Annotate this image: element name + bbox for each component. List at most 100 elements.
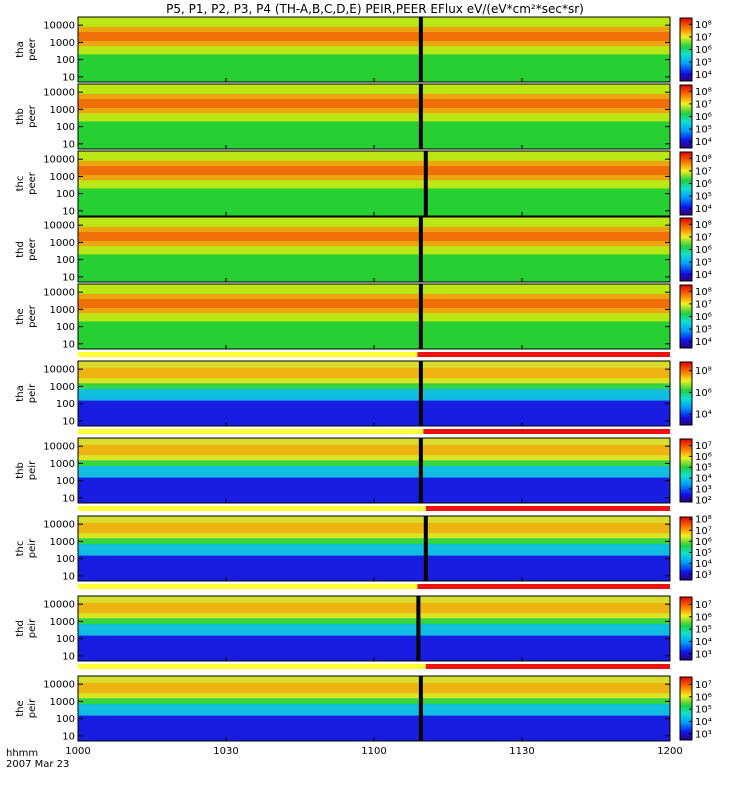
colorbar-tick-label: 10⁷ bbox=[695, 299, 712, 310]
panel-probe-label: thc bbox=[15, 176, 26, 192]
colorbar-tick-label: 10⁴ bbox=[695, 717, 712, 728]
chart-title: P5, P1, P2, P3, P4 (TH-A,B,C,D,E) PEIR,P… bbox=[166, 2, 584, 16]
colorbar-tick-label: 10⁸ bbox=[695, 366, 712, 377]
y-tick-label: 1000 bbox=[50, 105, 75, 116]
colorbar-tick-label: 10⁶ bbox=[695, 45, 712, 56]
y-tick-label: 10 bbox=[62, 206, 75, 217]
colorbar-tick-label: 10⁵ bbox=[695, 125, 712, 136]
panel-probe-label: thd bbox=[15, 620, 26, 637]
y-tick-label: 10000 bbox=[43, 442, 75, 453]
energy-flux-band bbox=[78, 602, 670, 614]
y-tick-label: 100 bbox=[56, 714, 75, 725]
energy-flux-band bbox=[78, 613, 670, 625]
energy-flux-band bbox=[78, 99, 670, 109]
colorbar-tick-label: 10⁵ bbox=[695, 325, 712, 336]
colorbar-tick-label: 10⁴ bbox=[695, 474, 712, 485]
energy-flux-band bbox=[78, 299, 670, 309]
y-tick-label: 100 bbox=[56, 399, 75, 410]
y-tick-label: 100 bbox=[56, 634, 75, 645]
colorbar-tick-label: 10⁵ bbox=[695, 58, 712, 69]
panel-species-label: peir bbox=[27, 460, 38, 480]
data-gap bbox=[418, 361, 423, 426]
colorbar-tick-label: 10⁷ bbox=[695, 166, 712, 177]
colorbar-tick-label: 10⁷ bbox=[695, 232, 712, 243]
colorbar-tick-label: 10⁴ bbox=[695, 410, 712, 421]
data-gap bbox=[418, 84, 423, 149]
colorbar-tick-label: 10⁵ bbox=[695, 463, 712, 474]
panel-species-label: peir bbox=[27, 698, 38, 718]
data-gap bbox=[418, 217, 423, 282]
panel-tha-peir: 10 100 1000 10000 tha peir 10⁸ 10⁶ 10⁴ bbox=[15, 360, 712, 434]
colorbar-tick-label: 10³ bbox=[695, 729, 712, 740]
y-tick-label: 1000 bbox=[50, 238, 75, 249]
colorbar-tick-label: 10⁷ bbox=[695, 680, 712, 691]
colorbar-tick-label: 10² bbox=[695, 495, 712, 506]
flag-bar-yellow bbox=[78, 506, 426, 511]
colorbar bbox=[679, 516, 693, 581]
y-tick-label: 10 bbox=[62, 651, 75, 662]
colorbar-tick-label: 10⁵ bbox=[695, 625, 712, 636]
energy-flux-band bbox=[78, 232, 670, 242]
y-tick-label: 100 bbox=[56, 189, 75, 200]
y-tick-label: 100 bbox=[56, 476, 75, 487]
y-tick-label: 1000 bbox=[50, 305, 75, 316]
y-tick-label: 10 bbox=[62, 139, 75, 150]
colorbar-tick-label: 10⁵ bbox=[695, 258, 712, 269]
x-tick-label: 1030 bbox=[213, 746, 238, 757]
colorbar-tick-label: 10³ bbox=[695, 649, 712, 660]
colorbar-tick-label: 10⁷ bbox=[695, 526, 712, 537]
panel-probe-label: tha bbox=[15, 41, 26, 57]
y-tick-label: 1000 bbox=[50, 459, 75, 470]
colorbar-tick-label: 10⁶ bbox=[695, 112, 712, 123]
y-tick-label: 10 bbox=[62, 571, 75, 582]
x-tick-label: 1200 bbox=[657, 746, 682, 757]
y-tick-label: 10000 bbox=[43, 365, 75, 376]
y-tick-label: 1000 bbox=[50, 172, 75, 183]
colorbar-tick-label: 10⁸ bbox=[695, 515, 712, 526]
data-gap bbox=[423, 516, 428, 581]
flag-bar-yellow bbox=[78, 352, 418, 357]
colorbar-tick-label: 10⁴ bbox=[695, 70, 712, 81]
colorbar-tick-label: 10⁵ bbox=[695, 548, 712, 559]
colorbar-tick-label: 10³ bbox=[695, 570, 712, 581]
colorbar-tick-label: 10⁶ bbox=[695, 312, 712, 323]
colorbar-tick-label: 10⁴ bbox=[695, 637, 712, 648]
colorbar-tick-label: 10⁶ bbox=[695, 388, 712, 399]
y-tick-label: 10000 bbox=[43, 520, 75, 531]
y-tick-label: 10 bbox=[62, 731, 75, 742]
panel-probe-label: tha bbox=[15, 385, 26, 401]
data-gap bbox=[418, 676, 423, 741]
y-tick-label: 1000 bbox=[50, 537, 75, 548]
colorbar-tick-label: 10⁸ bbox=[695, 287, 712, 298]
panel-probe-label: the bbox=[15, 308, 26, 324]
panel-species-label: peer bbox=[27, 104, 38, 128]
colorbar-tick-label: 10⁶ bbox=[695, 612, 712, 623]
flag-bar-red bbox=[417, 352, 670, 357]
x-tick-label: 1130 bbox=[509, 746, 534, 757]
panel-probe-label: thb bbox=[15, 462, 26, 479]
y-tick-label: 100 bbox=[56, 55, 75, 66]
colorbar-tick-label: 10⁶ bbox=[695, 245, 712, 256]
energy-flux-band bbox=[78, 693, 670, 705]
colorbar-tick-label: 10⁸ bbox=[695, 220, 712, 231]
panel-species-label: peer bbox=[27, 237, 38, 261]
data-gap bbox=[418, 17, 423, 82]
energy-flux-band bbox=[78, 522, 670, 534]
colorbar-tick-label: 10⁸ bbox=[695, 154, 712, 165]
colorbar-tick-label: 10⁶ bbox=[695, 537, 712, 548]
y-tick-label: 100 bbox=[56, 322, 75, 333]
x-tick-label: 1000 bbox=[65, 746, 90, 757]
colorbar bbox=[679, 676, 693, 741]
flag-bar-red bbox=[423, 429, 670, 434]
flag-bar-yellow bbox=[78, 429, 424, 434]
colorbar bbox=[679, 596, 693, 661]
colorbar-tick-label: 10⁴ bbox=[695, 137, 712, 148]
y-tick-label: 100 bbox=[56, 122, 75, 133]
colorbar bbox=[679, 361, 693, 426]
energy-flux-band bbox=[78, 682, 670, 694]
y-tick-label: 1000 bbox=[50, 697, 75, 708]
